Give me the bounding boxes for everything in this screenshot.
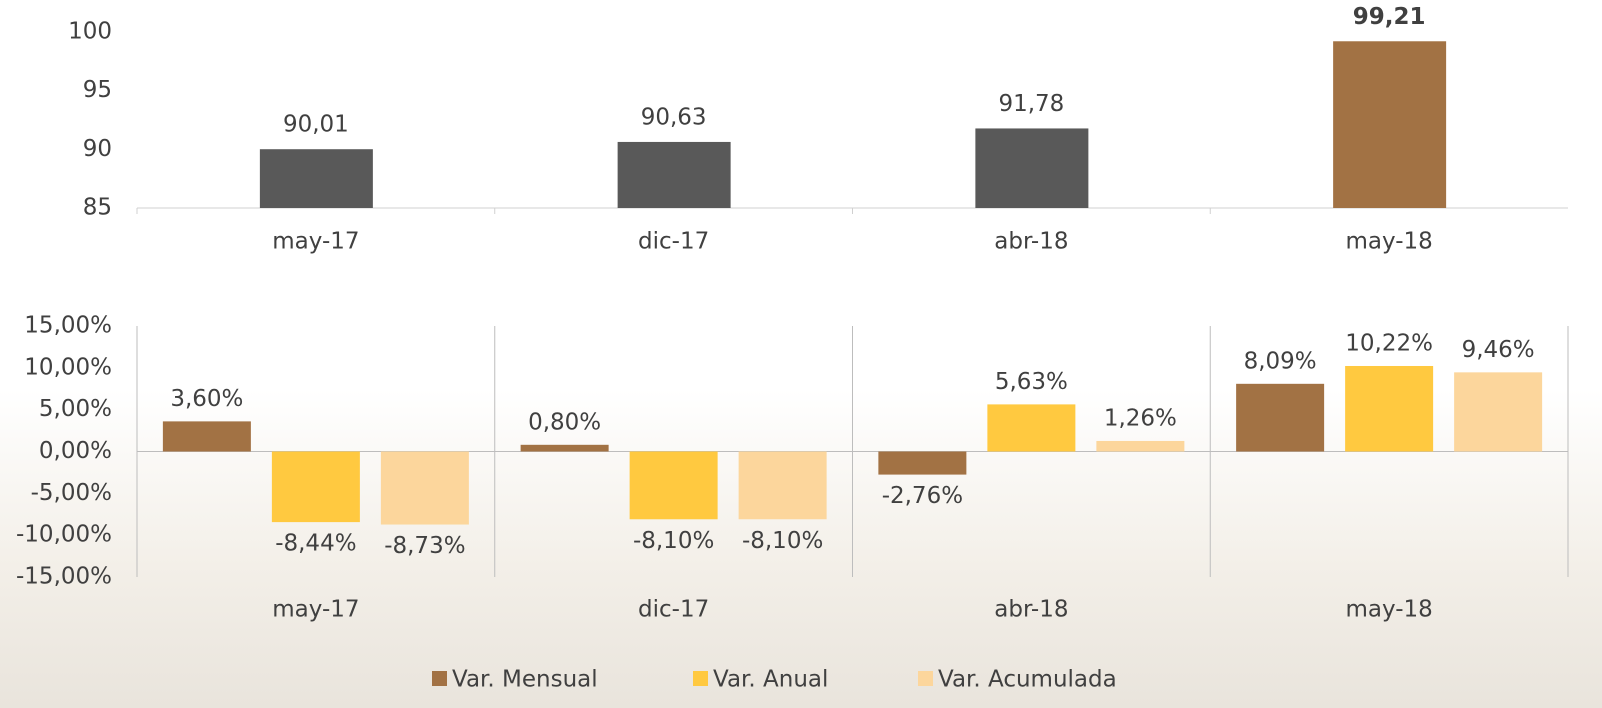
value-label: 90,63 — [641, 104, 707, 130]
value-label: 5,63% — [995, 369, 1068, 395]
bar — [878, 451, 967, 475]
bar — [629, 451, 718, 520]
x-tick-label: dic-17 — [638, 229, 709, 255]
legend-label: Var. Anual — [713, 667, 828, 693]
bar — [738, 451, 827, 520]
y-tick-label: 90 — [83, 136, 112, 162]
value-label: 91,78 — [998, 91, 1064, 117]
x-tick-label: may-18 — [1345, 597, 1432, 623]
y-tick-label: -5,00% — [31, 480, 112, 506]
legend-label: Var. Acumulada — [938, 667, 1117, 693]
bar — [1333, 41, 1447, 208]
value-label: 8,09% — [1244, 348, 1317, 374]
bar — [259, 149, 373, 208]
y-tick-label: 100 — [68, 19, 112, 45]
bar — [975, 128, 1089, 208]
bar — [617, 141, 731, 208]
y-tick-label: 5,00% — [39, 396, 112, 422]
x-tick-label: may-17 — [272, 597, 359, 623]
bar — [1454, 372, 1543, 452]
value-label: 90,01 — [283, 112, 349, 138]
value-label: 3,60% — [170, 386, 243, 412]
legend-label: Var. Mensual — [452, 667, 598, 693]
bar — [1236, 383, 1325, 452]
y-tick-label: 95 — [83, 77, 112, 103]
bar — [271, 451, 360, 523]
x-tick-label: abr-18 — [994, 229, 1068, 255]
x-tick-label: may-17 — [272, 229, 359, 255]
x-tick-label: abr-18 — [994, 597, 1068, 623]
x-tick-label: dic-17 — [638, 597, 709, 623]
x-tick-label: may-18 — [1345, 229, 1432, 255]
y-tick-label: 15,00% — [24, 313, 112, 339]
legend-swatch — [693, 671, 708, 686]
bar — [1345, 365, 1434, 452]
value-label: 1,26% — [1104, 405, 1177, 431]
bar — [987, 404, 1076, 452]
bar — [520, 444, 609, 452]
value-label: -8,44% — [275, 531, 356, 557]
y-tick-label: 85 — [83, 195, 112, 221]
y-tick-label: 10,00% — [24, 354, 112, 380]
legend-swatch — [918, 671, 933, 686]
y-tick-label: -10,00% — [16, 522, 112, 548]
bar — [1096, 440, 1185, 452]
value-label: 9,46% — [1462, 337, 1535, 363]
value-label: -2,76% — [882, 483, 963, 509]
bar — [380, 451, 469, 525]
value-label: -8,10% — [742, 528, 823, 554]
y-tick-label: -15,00% — [16, 564, 112, 590]
value-label: -8,10% — [633, 528, 714, 554]
bar — [162, 421, 251, 452]
value-label: 99,21 — [1353, 4, 1426, 30]
legend-swatch — [432, 671, 447, 686]
value-label: 0,80% — [528, 409, 601, 435]
value-label: -8,73% — [384, 533, 465, 559]
value-label: 10,22% — [1345, 330, 1433, 356]
y-tick-label: 0,00% — [39, 438, 112, 464]
